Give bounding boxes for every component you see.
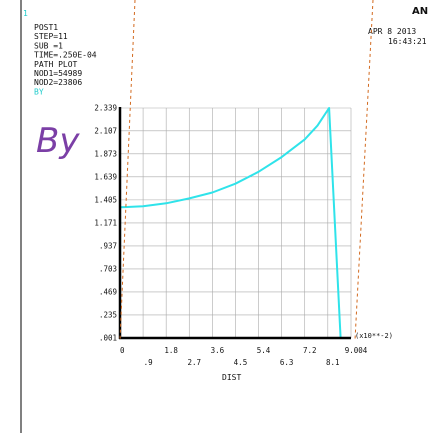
y-tick-label: 1.639	[94, 172, 117, 181]
plot-series-layer	[119, 107, 351, 339]
plot-axes	[118, 107, 351, 340]
dashed-edge-right	[354, 0, 374, 341]
series-tag: BY	[34, 87, 44, 96]
info-line: NOD2=23806	[34, 78, 82, 87]
x-tick-label: 7.2	[303, 346, 317, 355]
x-tick-label: 2.7	[187, 358, 201, 367]
x-tick-label: 0	[120, 346, 125, 355]
info-line: NOD1=54989	[34, 69, 82, 78]
y-tick-label: .469	[99, 287, 117, 296]
y-tick-label: .937	[99, 241, 117, 250]
x-tick-label: 4.5	[234, 358, 248, 367]
info-line: POST1	[34, 23, 58, 32]
x-tick-label: 8.1	[326, 358, 340, 367]
x-tick-label: 9.004	[345, 346, 368, 355]
plot-grid	[119, 107, 352, 339]
y-tick-label: 1.171	[94, 218, 117, 227]
x-tick-label: 5.4	[257, 346, 271, 355]
y-tick-label: .703	[99, 264, 117, 273]
series-line	[119, 107, 351, 339]
x-tick-labels: 0 1.8 3.6 5.4 7.2 9.004 .9 2.7 4.5 6.3 8.1	[120, 346, 368, 367]
y-tick-label: 2.107	[94, 126, 117, 135]
y-tick-label: 1.405	[94, 195, 117, 204]
x-tick-label: 6.3	[280, 358, 294, 367]
x-tick-label: .9	[144, 358, 153, 367]
info-line: STEP=11	[34, 32, 68, 41]
plot-time: 16:43:21	[388, 37, 427, 46]
info-line: PATH PLOT	[34, 60, 78, 69]
plot-date: APR 8 2013	[368, 27, 416, 36]
window-number: 1	[23, 9, 28, 18]
y-tick-label: 1.873	[94, 149, 117, 158]
x-tick-label: 1.8	[164, 346, 178, 355]
y-tick-label: .235	[99, 310, 117, 319]
y-tick-labels: 2.339 2.107 1.873 1.639 1.405 1.171 .937 .703 .4…	[94, 104, 117, 343]
dashed-edge-left	[119, 0, 136, 341]
ansys-logo: AN	[412, 6, 428, 17]
x-axis-label: DIST	[222, 373, 241, 382]
y-tick-label: 2.339	[94, 104, 117, 113]
x-multiplier-label: (x10**-2)	[355, 332, 393, 340]
y-tick-label: .001	[99, 334, 117, 343]
x-tick-label: 3.6	[211, 346, 225, 355]
info-line: SUB =1	[34, 41, 63, 50]
info-line: TIME=.250E-04	[34, 51, 97, 60]
series-overlay-label: By	[36, 121, 80, 161]
